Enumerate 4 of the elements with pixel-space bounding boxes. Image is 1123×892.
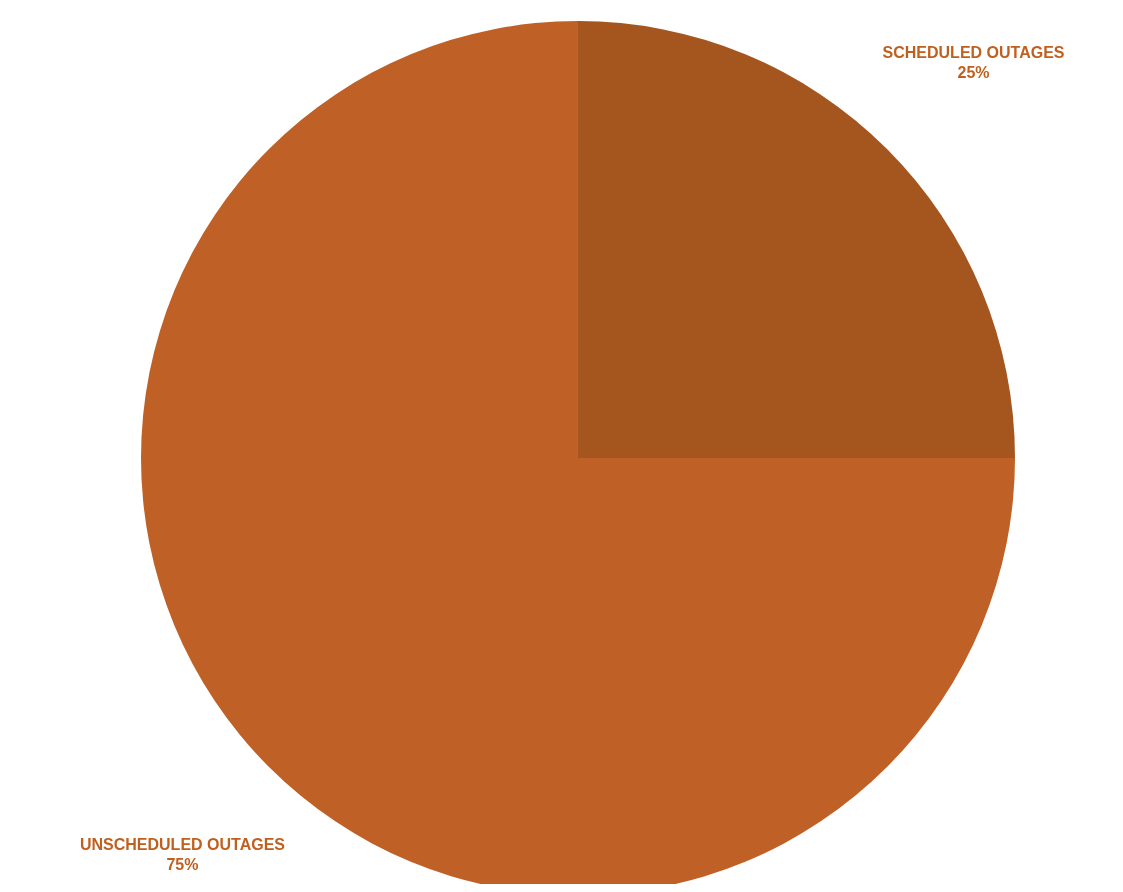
- data-label: 25%: [957, 64, 990, 82]
- slice-label: UNSCHEDULED OUTAGES: [79, 835, 286, 853]
- data-label: 75%: [166, 855, 199, 873]
- slice-label: SCHEDULED OUTAGES: [882, 44, 1065, 62]
